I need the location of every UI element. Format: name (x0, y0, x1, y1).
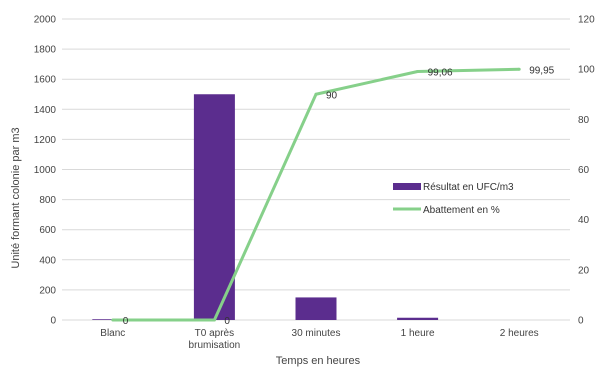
y2-tick-label: 0 (578, 316, 584, 327)
bar (193, 94, 235, 320)
legend-label: Abattement en % (423, 205, 500, 216)
data-label: 0 (123, 316, 129, 327)
legend-label: Résultat en UFC/m3 (423, 182, 514, 193)
y2-tick-label: 60 (578, 165, 590, 176)
x-tick-label: 30 minutes (292, 328, 341, 339)
line-point (416, 70, 420, 74)
y-tick-label: 0 (50, 316, 56, 327)
x-axis-title: Temps en heures (276, 355, 361, 367)
x-tick-label: 1 heure (401, 328, 435, 339)
y-tick-label: 1800 (34, 45, 57, 56)
x-tick-label: Blanc (100, 328, 125, 339)
y-tick-label: 1600 (34, 75, 57, 86)
data-label: 99,95 (529, 65, 554, 76)
y2-tick-label: 80 (578, 115, 590, 126)
legend-swatch-bar (393, 183, 421, 190)
line-point (517, 67, 521, 71)
y-tick-label: 200 (39, 285, 56, 296)
line-point (111, 318, 115, 322)
data-label: 0 (224, 316, 230, 327)
y2-tick-label: 40 (578, 215, 590, 226)
bar (295, 297, 337, 320)
y-tick-label: 2000 (34, 15, 57, 26)
y-axis-title: Unité formant colonie par m3 (10, 127, 22, 268)
y2-tick-label: 100 (578, 65, 595, 76)
y-tick-label: 1200 (34, 135, 57, 146)
x-tick-label: 2 heures (500, 328, 539, 339)
line-series (112, 67, 520, 322)
y-tick-label: 400 (39, 255, 56, 266)
bar (397, 317, 439, 320)
legend: Résultat en UFC/m3 Abattement en % (393, 182, 514, 216)
data-label: 90 (326, 90, 338, 101)
x-tick-label: T0 après brumisation (189, 328, 241, 351)
line-point (314, 92, 318, 96)
y2-tick-label: 120 (578, 15, 595, 26)
y-tick-label: 1000 (34, 165, 57, 176)
y2-tick-label: 20 (578, 265, 590, 276)
y-tick-label: 800 (39, 195, 56, 206)
data-label: 99,06 (428, 68, 453, 79)
y-tick-label: 1400 (34, 105, 57, 116)
y-tick-label: 600 (39, 225, 56, 236)
line-point (212, 318, 216, 322)
